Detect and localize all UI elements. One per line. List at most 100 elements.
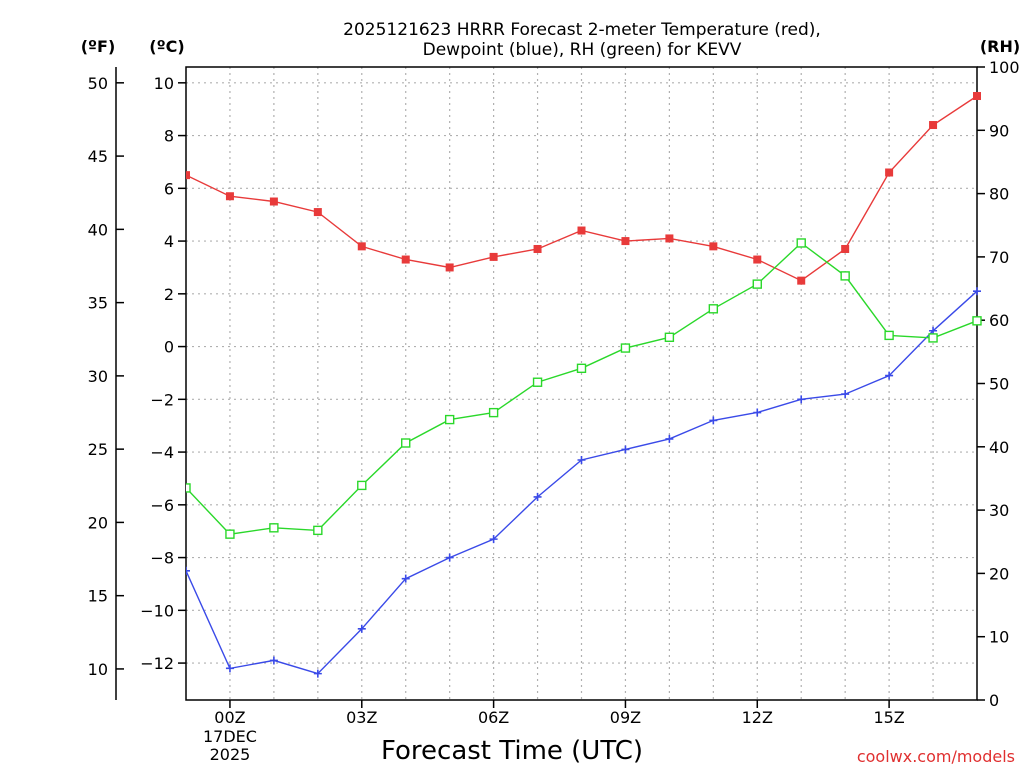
fahrenheit-tick-label: 10 — [88, 660, 108, 679]
temperature-point — [269, 197, 278, 206]
celsius-tick-label: 4 — [164, 232, 174, 251]
rh-point — [225, 529, 235, 539]
celsius-tick-label: −12 — [140, 654, 174, 673]
dewpoint-point — [533, 492, 542, 501]
x-tick-label: 03Z — [346, 708, 377, 727]
rh-tick-label: 50 — [989, 375, 1009, 394]
unit-label-fahrenheit: (ºF) — [81, 37, 116, 56]
dewpoint-point — [973, 287, 981, 296]
celsius-tick-label: −6 — [150, 496, 174, 515]
fahrenheit-tick-label: 25 — [88, 440, 108, 459]
temperature-point — [533, 244, 542, 253]
axes: 101520253035404550−12−10−8−6−4−202468100… — [88, 58, 1020, 764]
rh-point — [708, 304, 719, 314]
credit-text[interactable]: coolwx.com/models — [857, 747, 1015, 766]
rh-point — [532, 377, 543, 387]
rh-tick-label: 80 — [989, 185, 1009, 204]
rh-tick-label: 100 — [989, 58, 1020, 77]
series-temperature — [186, 92, 981, 285]
temperature-point — [357, 242, 366, 251]
dewpoint-point — [489, 535, 498, 544]
fahrenheit-tick-label: 45 — [88, 147, 108, 166]
rh-point — [620, 343, 631, 353]
series-rh — [186, 238, 982, 539]
rh-point — [313, 525, 323, 536]
unit-label-celsius: (ºC) — [149, 37, 184, 56]
chart-title-line-1: 2025121623 HRRR Forecast 2-meter Tempera… — [343, 20, 821, 40]
celsius-tick-label: 10 — [154, 74, 174, 93]
dewpoint-point — [445, 553, 454, 562]
rh-point — [186, 483, 191, 493]
rh-tick-label: 10 — [989, 628, 1009, 647]
x-tick-sublabel: 17DEC — [203, 727, 257, 746]
x-tick-label: 09Z — [610, 708, 641, 727]
dewpoint-point — [577, 455, 586, 464]
dewpoint-point — [357, 624, 366, 633]
celsius-tick-label: 0 — [164, 338, 174, 357]
dewpoint-point — [841, 390, 850, 399]
rh-tick-label: 0 — [989, 691, 999, 710]
dewpoint-point — [753, 408, 762, 417]
rh-point — [752, 279, 762, 289]
fahrenheit-tick-label: 40 — [88, 220, 108, 239]
dewpoint-point — [885, 371, 894, 380]
dewpoint-point — [709, 416, 718, 425]
x-axis-title: Forecast Time (UTC) — [381, 736, 643, 766]
temperature-point — [621, 237, 630, 246]
rh-point — [576, 363, 587, 374]
x-tick-label: 15Z — [873, 708, 904, 727]
temperature-point — [445, 263, 454, 272]
celsius-tick-label: −8 — [150, 549, 174, 568]
fahrenheit-tick-label: 35 — [88, 294, 108, 313]
temperature-point — [753, 255, 762, 264]
celsius-tick-label: 8 — [164, 127, 174, 146]
rh-point — [269, 523, 279, 533]
fahrenheit-tick-label: 50 — [88, 74, 108, 93]
celsius-tick-label: −2 — [150, 390, 174, 409]
dewpoint-point — [269, 656, 278, 665]
temperature-point — [841, 244, 850, 253]
celsius-tick-label: −10 — [140, 601, 174, 620]
plot-frame — [185, 66, 978, 701]
unit-label-rh: (RH) — [980, 37, 1020, 56]
rh-point — [664, 332, 675, 342]
rh-point — [357, 480, 367, 491]
rh-tick-label: 60 — [989, 311, 1009, 330]
fahrenheit-tick-label: 30 — [88, 367, 108, 386]
temperature-point — [577, 226, 586, 235]
temperature-point — [186, 171, 190, 180]
x-tick-label: 12Z — [742, 708, 773, 727]
dewpoint-point — [225, 664, 234, 673]
x-tick-sublabel: 2025 — [210, 745, 251, 764]
fahrenheit-tick-label: 15 — [88, 587, 108, 606]
temperature-point — [401, 255, 410, 264]
temperature-point — [885, 168, 894, 177]
dewpoint-point — [313, 669, 322, 678]
series-layer — [186, 92, 982, 678]
rh-point — [884, 330, 894, 341]
rh-point — [444, 414, 455, 425]
dewpoint-point — [621, 445, 630, 454]
rh-tick-label: 30 — [989, 501, 1009, 520]
celsius-tick-label: 2 — [164, 285, 174, 304]
rh-tick-label: 20 — [989, 564, 1009, 583]
temperature-point — [313, 208, 322, 217]
rh-point — [796, 238, 806, 248]
rh-tick-label: 90 — [989, 121, 1009, 140]
temperature-point — [709, 242, 718, 251]
dewpoint-point — [665, 434, 674, 443]
dewpoint-point — [797, 395, 806, 404]
rh-point — [972, 316, 982, 326]
grid-lines — [186, 67, 977, 700]
rh-point — [840, 271, 850, 281]
temperature-point — [973, 92, 981, 101]
rh-tick-label: 40 — [989, 438, 1009, 457]
celsius-tick-label: −4 — [150, 443, 174, 462]
series-dewpoint — [186, 287, 981, 678]
dewpoint-point — [401, 574, 410, 583]
rh-tick-label: 70 — [989, 248, 1009, 267]
chart-title-line-2: Dewpoint (blue), RH (green) for KEVV — [423, 40, 742, 60]
x-tick-label: 06Z — [478, 708, 509, 727]
temperature-point — [797, 276, 806, 285]
